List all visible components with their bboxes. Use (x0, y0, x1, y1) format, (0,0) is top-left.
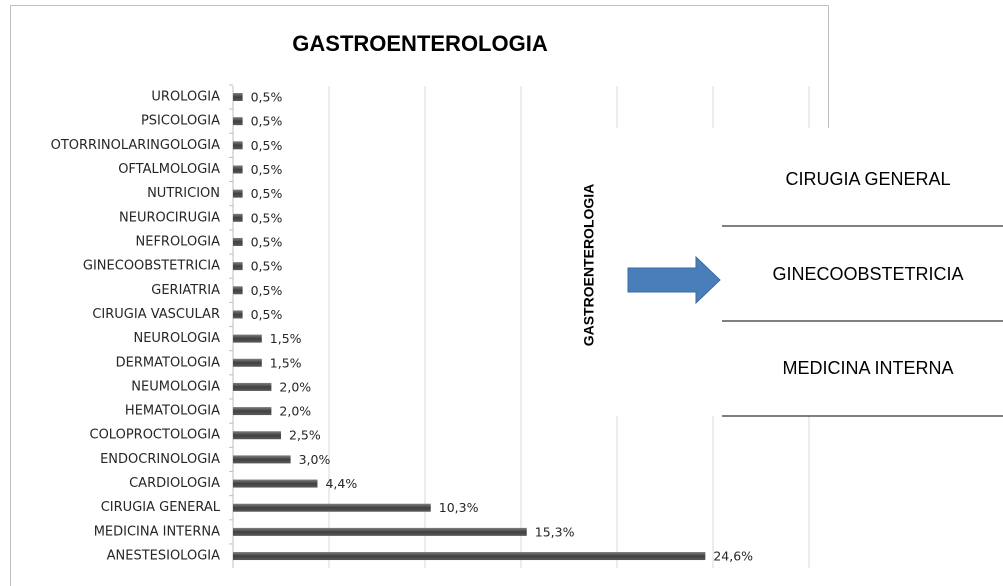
y-tick-label: MEDICINA INTERNA (94, 524, 220, 539)
y-tick-label: NUTRICION (147, 186, 220, 201)
value-label: 24,6% (713, 549, 753, 564)
y-tick-label: GINECOOBSTETRICIA (83, 259, 220, 274)
value-label: 2,0% (279, 404, 311, 419)
value-label: 0,5% (251, 259, 283, 274)
value-label: 0,5% (251, 234, 283, 249)
value-label: 1,5% (270, 355, 302, 370)
y-tick-label: OTORRINOLARINGOLOGIA (51, 138, 221, 153)
value-label: 0,5% (251, 114, 283, 129)
value-label: 2,0% (279, 379, 311, 394)
value-label: 3,0% (299, 452, 331, 467)
overlay-item: GINECOOBSTETRICIA (772, 264, 963, 284)
bar (233, 117, 243, 126)
bar (233, 431, 281, 440)
y-tick-label: COLOPROCTOLOGIA (90, 428, 221, 443)
bar (233, 262, 243, 271)
bar (233, 237, 243, 246)
value-label: 0,5% (251, 210, 283, 225)
value-label: 0,5% (251, 307, 283, 322)
y-tick-label: CARDIOLOGIA (129, 476, 220, 491)
bar (233, 455, 291, 464)
bar (233, 141, 243, 150)
value-label: 0,5% (251, 283, 283, 298)
bar (233, 382, 272, 391)
value-label: 0,5% (251, 186, 283, 201)
bar (233, 503, 431, 512)
y-tick-label: ENDOCRINOLOGIA (100, 452, 220, 467)
bar (233, 93, 243, 101)
overlay-item: CIRUGIA GENERAL (785, 169, 950, 189)
chart-title: GASTROENTEROLOGIA (292, 31, 548, 56)
y-tick-label: NEUROLOGIA (133, 331, 220, 346)
y-tick-label: CIRUGIA VASCULAR (92, 307, 220, 322)
y-tick-label: GERIATRIA (151, 283, 220, 298)
value-label: 1,5% (270, 331, 302, 346)
y-tick-label: UROLOGIA (151, 90, 220, 105)
bar (233, 334, 262, 343)
y-tick-label: DERMATOLOGIA (116, 355, 220, 370)
y-tick-label: NEUROCIRUGIA (119, 210, 220, 225)
bar (233, 310, 243, 319)
value-label: 0,5% (251, 138, 283, 153)
y-tick-label: OFTALMOLOGIA (118, 162, 220, 177)
bar (233, 165, 243, 174)
y-tick-label: NEFROLOGIA (136, 234, 221, 249)
y-tick-label: HEMATOLOGIA (125, 404, 220, 419)
value-label: 10,3% (439, 500, 479, 515)
arrow (627, 255, 721, 305)
y-tick-label: PSICOLOGIA (141, 114, 220, 129)
bar (233, 479, 318, 488)
bar (233, 527, 527, 536)
bar (233, 358, 262, 367)
bar (233, 189, 243, 198)
value-label: 4,4% (325, 476, 357, 491)
y-tick-label: CIRUGIA GENERAL (101, 500, 221, 515)
overlay-label: GASTROENTEROLOGIA (581, 184, 597, 347)
y-tick-label: ANESTESIOLOGIA (107, 549, 220, 564)
bar (233, 213, 243, 222)
overlay-panel (565, 128, 1003, 586)
value-label: 0,5% (251, 90, 283, 105)
value-label: 2,5% (289, 428, 321, 443)
bar (233, 286, 243, 295)
overlay-item: MEDICINA INTERNA (782, 358, 953, 378)
bar (233, 552, 706, 561)
value-label: 0,5% (251, 162, 283, 177)
y-tick-label: NEUMOLOGIA (131, 379, 220, 394)
bar (233, 407, 272, 416)
value-label: 15,3% (535, 524, 575, 539)
